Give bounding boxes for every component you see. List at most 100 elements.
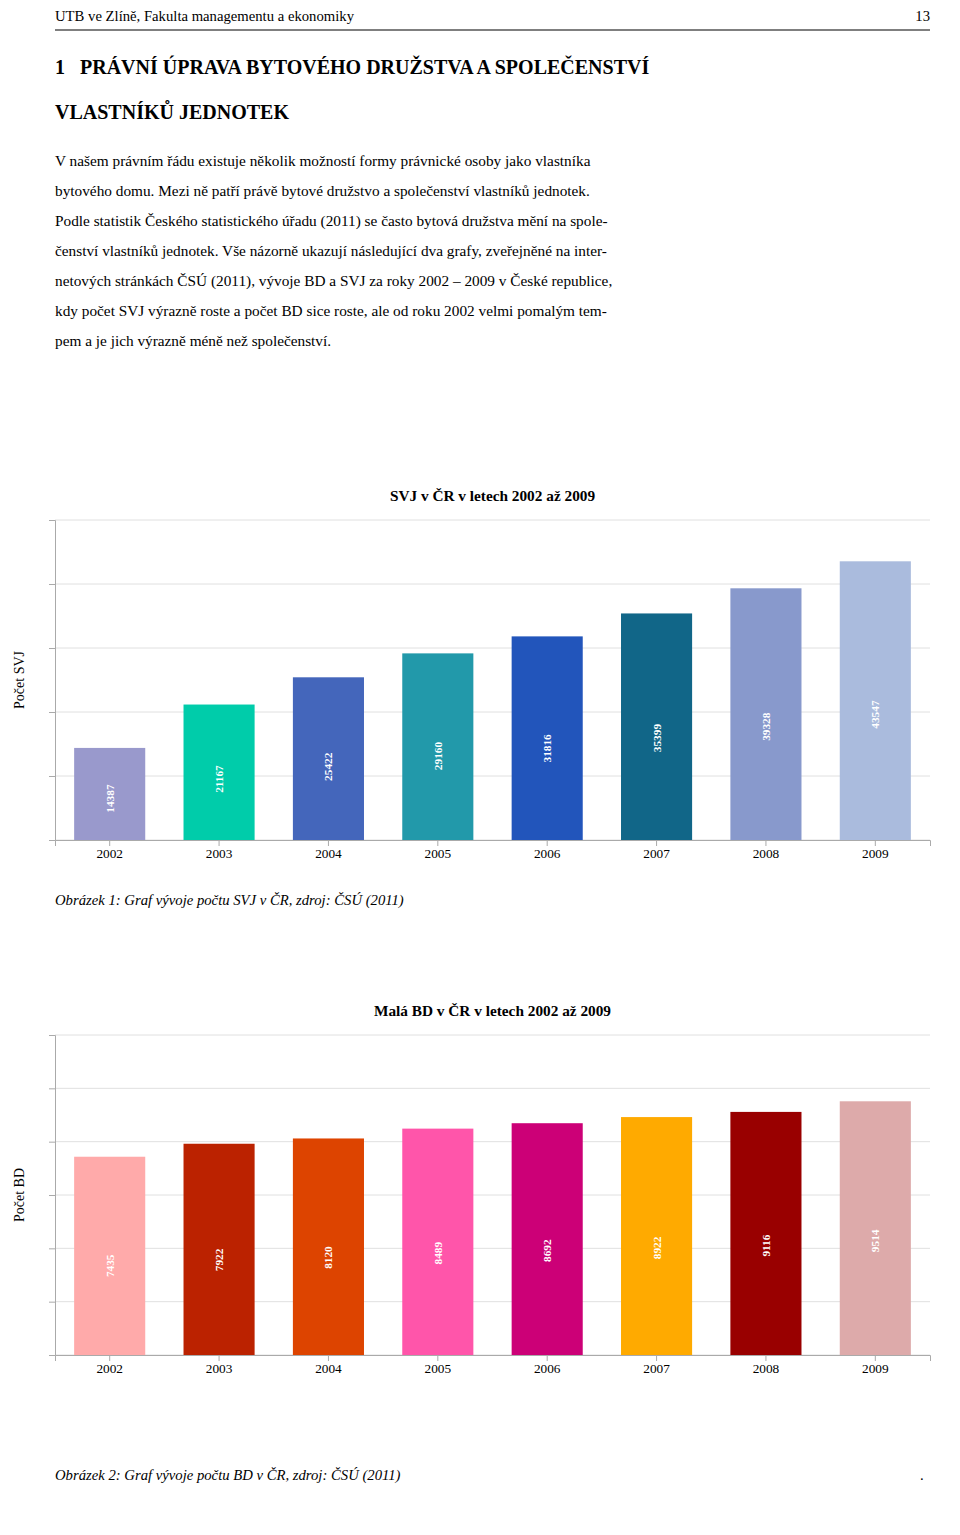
y-axis <box>49 1036 56 1356</box>
x-tick-mark <box>219 840 220 846</box>
x-tick-label: 2008 <box>753 1361 780 1376</box>
x-tick-mark <box>656 840 657 846</box>
x-tick-label: 2003 <box>206 1361 233 1376</box>
x-tick: 2006 <box>534 1355 561 1376</box>
y-tick <box>49 1088 55 1089</box>
caption: Obrázek 1: Graf vývoje počtu SVJ v ČR, z… <box>55 892 404 909</box>
y-tick-mark <box>49 1355 55 1356</box>
y-tick <box>49 1302 55 1303</box>
bar <box>293 677 364 840</box>
y-tick-mark <box>49 520 55 521</box>
x-tick-mark <box>875 1355 876 1361</box>
grid-line <box>55 520 930 521</box>
data-label: 8489 <box>432 1241 444 1264</box>
grid-line <box>55 1088 930 1089</box>
x-tick-label: 2005 <box>425 1361 452 1376</box>
data-labels: 74357922812084898692892291169514 <box>104 1229 882 1277</box>
x-tick-mark <box>328 1355 329 1361</box>
x-tick: 2005 <box>425 840 452 861</box>
body-text: Podle statistik Českého statistického úř… <box>55 212 608 230</box>
x-tick: 2004 <box>315 840 342 861</box>
bar <box>621 1117 692 1355</box>
y-tick-mark <box>49 1248 55 1249</box>
body-text: čenství vlastníků jednotek. Vše názorně … <box>55 242 607 259</box>
y-tick-mark <box>49 840 55 841</box>
x-tick: 2007 <box>643 840 670 861</box>
x-tick-mark <box>437 1355 438 1361</box>
x-tick-label: 2009 <box>862 846 889 861</box>
bar <box>74 748 145 840</box>
y-tick <box>49 1355 55 1356</box>
x-tick-mark <box>328 840 329 846</box>
x-tick: 2009 <box>862 840 889 861</box>
data-label: 8692 <box>541 1239 553 1262</box>
chapter-title: 1 PRÁVNÍ ÚPRAVA BYTOVÉHO DRUŽSTVA A SPOL… <box>55 55 649 78</box>
bar <box>730 1112 801 1355</box>
page: UTB ve Zlíně, Fakulta managementu a ekon… <box>0 0 960 1535</box>
bar <box>293 1138 364 1355</box>
x-tick-label: 2009 <box>862 1361 889 1376</box>
chart: Malá BD v ČR v letech 2002 až 2009743579… <box>12 1002 931 1376</box>
x-tick: 2003 <box>206 840 233 861</box>
chapter-title: VLASTNÍKŮ JEDNOTEK <box>55 100 289 123</box>
x-tick-label: 2003 <box>206 846 233 861</box>
trailing-text: . <box>920 1467 924 1483</box>
x-tick: 2009 <box>862 1355 889 1376</box>
x-tick-label: 2002 <box>96 846 123 861</box>
x-tick: 2003 <box>206 1355 233 1376</box>
grid-line <box>55 1035 930 1036</box>
y-tick-mark <box>49 1142 55 1143</box>
x-tick: 2004 <box>315 1355 342 1376</box>
y-tick <box>49 648 55 649</box>
grid <box>55 520 930 840</box>
bar <box>621 613 692 840</box>
x-tick-mark <box>547 1355 548 1361</box>
data-label: 31816 <box>541 734 553 763</box>
data-label: 25422 <box>322 752 334 781</box>
y-tick <box>49 1248 55 1249</box>
x-tick-label: 2007 <box>643 846 670 861</box>
y-tick <box>49 1035 55 1036</box>
chart-title: SVJ v ČR v letech 2002 až 2009 <box>390 487 596 504</box>
data-label: 7435 <box>104 1254 116 1277</box>
x-tick: 2008 <box>753 1355 780 1376</box>
body-text: netových stránkách ČSÚ (2011), vývoje BD… <box>55 272 612 290</box>
data-label: 9116 <box>760 1234 772 1256</box>
bar <box>402 653 473 840</box>
y-tick <box>49 712 55 713</box>
x-tick-mark <box>765 840 766 846</box>
y-tick <box>49 1142 55 1143</box>
x-tick-label: 2004 <box>315 846 342 861</box>
x-axis-line <box>56 1356 931 1362</box>
bars <box>74 1101 911 1355</box>
page-number: 13 <box>915 8 930 24</box>
x-tick-label: 2004 <box>315 1361 342 1376</box>
header-rule <box>55 29 930 30</box>
bar <box>184 1144 255 1355</box>
x-tick-label: 2008 <box>753 846 780 861</box>
bar <box>184 705 255 840</box>
y-tick-mark <box>49 776 55 777</box>
x-tick: 2008 <box>753 840 780 861</box>
y-tick-mark <box>49 1088 55 1089</box>
y-axis-title: Počet BD <box>12 1168 27 1222</box>
data-label: 35399 <box>651 724 663 753</box>
x-tick-label: 2007 <box>643 1361 670 1376</box>
y-axis-title: Počet SVJ <box>12 650 27 709</box>
bar <box>512 636 583 840</box>
y-axis-line <box>49 521 56 841</box>
bar <box>512 1123 583 1355</box>
x-tick-mark <box>656 1355 657 1361</box>
y-tick <box>49 584 55 585</box>
body-text: kdy počet SVJ výrazně roste a počet BD s… <box>55 302 607 319</box>
y-tick-mark <box>49 1302 55 1303</box>
y-axis <box>49 521 56 841</box>
x-tick-mark <box>109 840 110 846</box>
x-tick-label: 2006 <box>534 1361 561 1376</box>
x-axis: 20022003200420052006200720082009 <box>56 1355 931 1376</box>
data-label: 8120 <box>322 1246 334 1269</box>
bar <box>402 1129 473 1355</box>
y-tick <box>49 776 55 777</box>
y-tick-mark <box>49 584 55 585</box>
data-label: 7922 <box>213 1248 225 1271</box>
